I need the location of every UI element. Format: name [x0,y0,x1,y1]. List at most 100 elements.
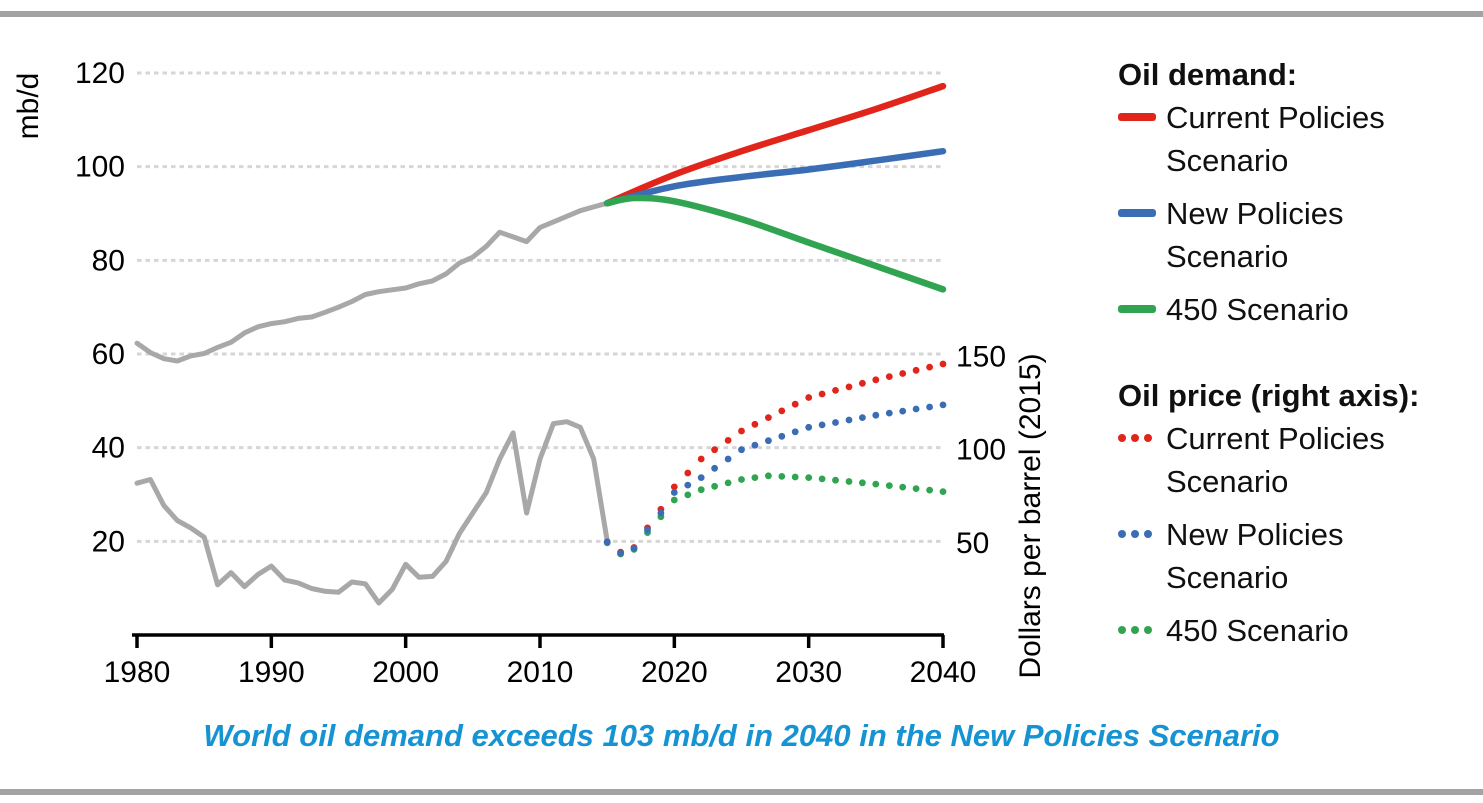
legend-price-title: Oil price (right axis): [1118,378,1420,413]
x-tick-label: 2020 [641,656,708,689]
series-price-dot [805,423,813,431]
right-axis-title: Dollars per barrel (2015) [1014,353,1047,678]
series-price-dot [859,414,866,421]
series-price-dot [899,370,907,377]
right-tick-label: 100 [956,434,1006,467]
legend-item-label: 450 Scenario [1166,613,1349,648]
series-price-dot [912,366,920,374]
series-price-dot [885,482,893,489]
legend-demand-title: Oil demand: [1118,57,1298,92]
series-price-dot [644,526,651,534]
series-price-dot [711,482,718,490]
x-tick-label: 1990 [238,656,305,689]
series-price-dot [738,476,745,483]
series-price-dot [885,373,893,380]
left-tick-label: 40 [92,432,125,465]
dotted-line-marker-blue [1118,530,1166,538]
series-scenario-line [603,194,947,293]
series-price-dot [738,446,745,454]
series-price-dot [872,376,880,384]
series-price-dot [885,409,893,417]
right-tick-label: 50 [956,527,989,560]
series-price-dot [845,383,853,391]
left-tick-label: 60 [92,338,125,371]
series-price-dot [859,479,866,487]
x-tick-label: 2010 [507,656,574,689]
series-price-dot [791,473,799,481]
series-price-dot [751,474,759,481]
caption: World oil demand exceeds 103 mb/d in 204… [203,718,1280,753]
series-price-dot [684,481,692,489]
legend-item-label: Current Policies Scenario [1166,421,1385,499]
solid-line-marker-blue [1118,209,1166,217]
series-price-dot [818,421,826,429]
series-price-dot [926,363,933,371]
top-border-bar [0,11,1483,17]
series-price-dot [778,407,786,415]
series-price-dot [724,437,732,444]
series-price-dot [697,455,705,463]
series-price-dot [684,469,692,477]
series-price-dot [711,446,718,454]
series-price-dot [684,491,692,499]
bottom-border-bar [0,789,1483,795]
dotted-line-marker-red [1118,434,1166,442]
series-price-dot [670,483,678,491]
series-price-dot [711,464,718,472]
series-price-dot [912,485,920,492]
series-price-dot [765,414,772,421]
legend-item-price-new-policies: New Policies Scenario [1118,513,1480,599]
solid-line-marker-green [1118,305,1166,313]
legend-item-price-450: 450 Scenario [1118,609,1480,652]
series-price-dot [872,480,880,488]
left-tick-label: 80 [92,244,125,277]
series-price-dot [872,411,880,419]
legend-item-label: New Policies Scenario [1166,196,1344,274]
left-tick-label: 120 [75,57,125,90]
series-price-dot [738,427,745,435]
series-price-dot [791,400,799,408]
series-price-dot [832,387,839,394]
series-price-dot [926,403,933,411]
series-price-dot [939,360,947,368]
series-scenario-line [603,82,947,207]
series-price-dot [765,437,772,445]
series-price-dot [778,432,786,440]
series-scenario-line [603,147,947,207]
series-price-dot [818,475,826,483]
series-price-dot [657,509,665,517]
series-history-line [134,419,610,606]
series-price-dot [818,390,826,398]
series-price-dot [670,496,678,504]
legend-item-demand-450: 450 Scenario [1118,288,1480,331]
series-price-dot [697,474,705,481]
series-price-dot [751,441,759,449]
right-tick-label: 150 [956,341,1006,374]
series-price-dot [724,479,732,487]
legend-item-price-current-policies: Current Policies Scenario [1118,417,1480,503]
series-price-dot [939,401,947,409]
series-price-dot [791,428,799,436]
series-price-dot [697,486,705,494]
legend-item-label: Current Policies Scenario [1166,100,1385,178]
series-price-dot [926,486,933,494]
series-price-dot [859,379,866,387]
series-price-dot [939,488,947,495]
series-price-dot [832,476,839,484]
series-price-dot [805,474,813,481]
series-price-dot [617,549,624,557]
left-axis-title: mb/d [12,73,45,140]
x-tick-label: 2000 [372,656,439,689]
solid-line-marker-red [1118,113,1166,121]
series-price-dot [912,405,920,413]
left-tick-label: 100 [75,151,125,184]
series-price-dot [765,472,772,480]
series-price-dot [899,407,907,415]
series-price-dot [805,394,813,401]
legend: Oil demand: Current Policies Scenario Ne… [1118,56,1480,662]
x-tick-label: 1980 [104,656,171,689]
series-price-dot [724,455,732,463]
x-tick-label: 2040 [910,656,977,689]
series-price-dot [845,478,853,485]
